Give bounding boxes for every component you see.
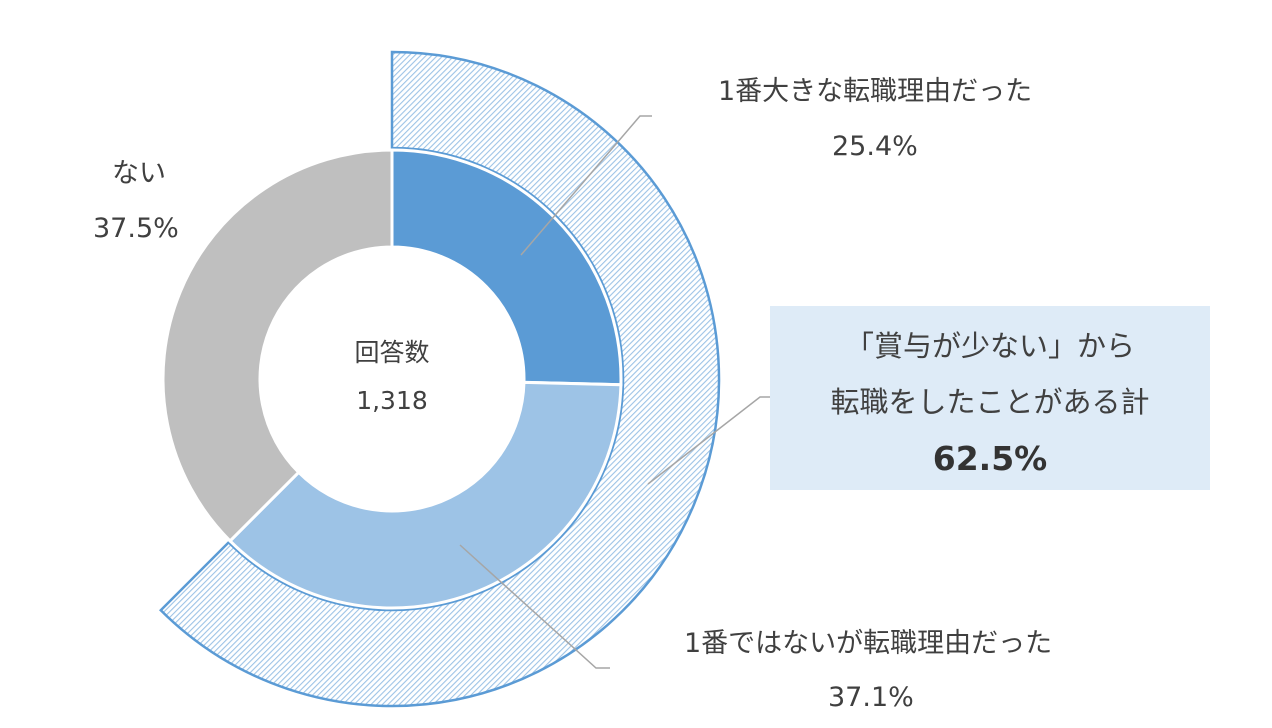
donut-slice-top-reason [390, 148, 623, 387]
outer-ring-total-slice [159, 50, 721, 708]
leader-line-other-reason [459, 544, 610, 669]
total-callout-value: 62.5% [932, 439, 1048, 478]
slice-label-top-reason: 1番大きな転職理由だった [718, 76, 1033, 107]
total-callout-line2: 転職をしたことがある計 [830, 385, 1150, 419]
slice-label-other-reason: 1番ではないが転職理由だった [684, 628, 1053, 659]
slice-value-other-reason: 37.1% [828, 682, 914, 713]
total-callout-box: 「賞与が少ない」から 転職をしたことがある計 62.5% [770, 306, 1210, 490]
slice-label-none: ない [112, 158, 166, 189]
leader-line-top-reason [520, 115, 652, 256]
donut-slice-none [161, 148, 394, 544]
slice-value-top-reason: 25.4% [832, 131, 918, 162]
leader-line-total [647, 396, 770, 485]
total-callout-line1: 「賞与が少ない」から [844, 329, 1135, 363]
donut-slice-other-reason [227, 380, 623, 610]
center-value: 1,318 [356, 386, 428, 415]
center-label: 回答数 [354, 338, 430, 367]
slice-value-none: 37.5% [93, 213, 179, 244]
